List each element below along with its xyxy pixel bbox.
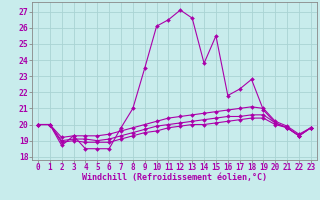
X-axis label: Windchill (Refroidissement éolien,°C): Windchill (Refroidissement éolien,°C) [82,173,267,182]
